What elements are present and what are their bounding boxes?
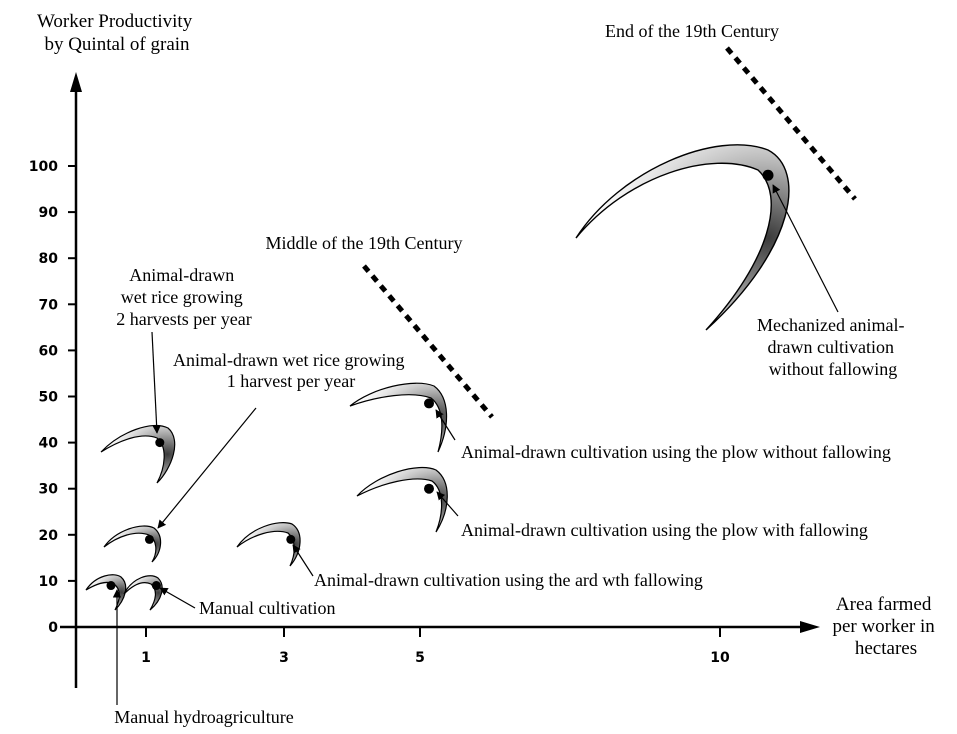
leader-mechanized — [772, 184, 839, 313]
end-19th-century-label: End of the 19th Century — [605, 21, 779, 41]
data-point-4 — [155, 438, 165, 448]
point-labels: Manual hydroagriculture Manual cultivati… — [114, 265, 909, 727]
x-axis-arrow — [800, 621, 820, 633]
label-plow-without-fallowing: Animal-drawn cultivation using the plow … — [461, 442, 891, 462]
label-mechanized-line-1: Mechanized animal- — [757, 315, 904, 335]
blob-plow-without-fallowing — [349, 382, 448, 453]
y-tick-label-30: 30 — [39, 482, 59, 498]
leader-ard-with-fallowing — [292, 544, 314, 577]
blob-wet-rice-2-harvests — [100, 424, 176, 484]
y-tick-label-50: 50 — [39, 390, 59, 406]
y-tick-label-10: 10 — [39, 574, 59, 590]
data-point-7 — [424, 398, 434, 409]
leader-manual-cultivation — [159, 587, 196, 609]
label-wet-rice-2-harvests-line-1: Animal-drawn — [129, 265, 234, 285]
leader-plow-without-fallowing — [435, 409, 456, 441]
y-tick-label-100: 100 — [29, 159, 58, 175]
y-tick-label-0: 0 — [48, 620, 58, 636]
leader-wet-rice-2-harvests — [151, 331, 161, 434]
y-axis-title-line-2: by Quintal of grain — [44, 34, 190, 55]
blob-manual-hydroagriculture — [85, 574, 127, 611]
x-axis-title-line-2: per worker in — [832, 616, 935, 637]
label-wet-rice-2-harvests-line-2: wet rice growing — [121, 287, 243, 307]
x-tick-label-3: 3 — [279, 650, 289, 666]
blob-mechanized — [575, 144, 790, 331]
label-mechanized-line-2: drawn cultivation — [768, 337, 894, 357]
data-point-5 — [286, 534, 296, 544]
end-19th-century-line — [725, 46, 857, 201]
data-point-8 — [762, 169, 774, 181]
label-wet-rice-1-harvest: Animal-drawn wet rice growing 1 harvest … — [173, 350, 409, 391]
label-wet-rice-1-harvest-line-2: 1 harvest per year — [227, 371, 355, 391]
x-tick-label-10: 10 — [710, 650, 730, 666]
x-tick-label-1: 1 — [141, 650, 151, 666]
x-axis-title-line-1: Area farmed — [836, 594, 932, 615]
blob-manual-cultivation — [123, 575, 163, 611]
era-lines: Middle of the 19th Century End of the 19… — [266, 21, 857, 419]
label-ard-with-fallowing: Animal-drawn cultivation using the ard w… — [314, 570, 703, 590]
x-ticks: 1 3 5 10 — [141, 627, 730, 666]
label-mechanized: Mechanized animal- drawn cultivation wit… — [757, 315, 909, 379]
x-axis-title: Area farmed per worker in hectares — [832, 594, 939, 659]
middle-19th-century-label: Middle of the 19th Century — [266, 233, 463, 253]
axes — [60, 72, 820, 688]
y-tick-label-80: 80 — [39, 251, 59, 267]
y-tick-label-70: 70 — [39, 297, 59, 313]
label-manual-hydroagriculture: Manual hydroagriculture — [114, 707, 293, 727]
data-points — [106, 169, 774, 591]
middle-19th-century-line — [362, 264, 494, 419]
y-tick-label-40: 40 — [39, 436, 59, 452]
blob-ard-with-fallowing — [236, 522, 301, 567]
label-mechanized-line-3: without fallowing — [769, 359, 898, 379]
y-axis-title-line-1: Worker Productivity — [37, 11, 193, 32]
label-wet-rice-1-harvest-line-1: Animal-drawn wet rice growing — [173, 350, 404, 370]
leader-wet-rice-1-harvest — [157, 407, 257, 529]
label-plow-with-fallowing: Animal-drawn cultivation using the plow … — [461, 520, 868, 540]
y-axis-title: Worker Productivity by Quintal of grain — [37, 11, 197, 55]
leader-lines — [112, 184, 839, 705]
x-tick-label-5: 5 — [415, 650, 425, 666]
data-point-6 — [424, 483, 434, 494]
label-wet-rice-2-harvests: Animal-drawn wet rice growing 2 harvests… — [116, 265, 251, 329]
label-wet-rice-2-harvests-line-3: 2 harvests per year — [116, 309, 251, 329]
blob-plow-with-fallowing — [356, 466, 448, 533]
y-tick-label-60: 60 — [39, 343, 59, 359]
y-tick-label-20: 20 — [39, 528, 59, 544]
y-ticks: 0 10 20 30 40 50 60 70 80 90 100 — [29, 159, 76, 636]
x-axis-title-line-3: hectares — [855, 638, 917, 659]
label-manual-cultivation: Manual cultivation — [199, 598, 335, 618]
leader-plow-with-fallowing — [436, 491, 459, 517]
data-point-1 — [106, 581, 116, 591]
blob-wet-rice-1-harvest — [103, 525, 162, 563]
blobs — [85, 144, 790, 611]
data-point-3 — [144, 534, 154, 544]
y-tick-label-90: 90 — [39, 205, 59, 221]
data-point-2 — [151, 581, 161, 591]
y-axis-arrow — [70, 72, 82, 92]
